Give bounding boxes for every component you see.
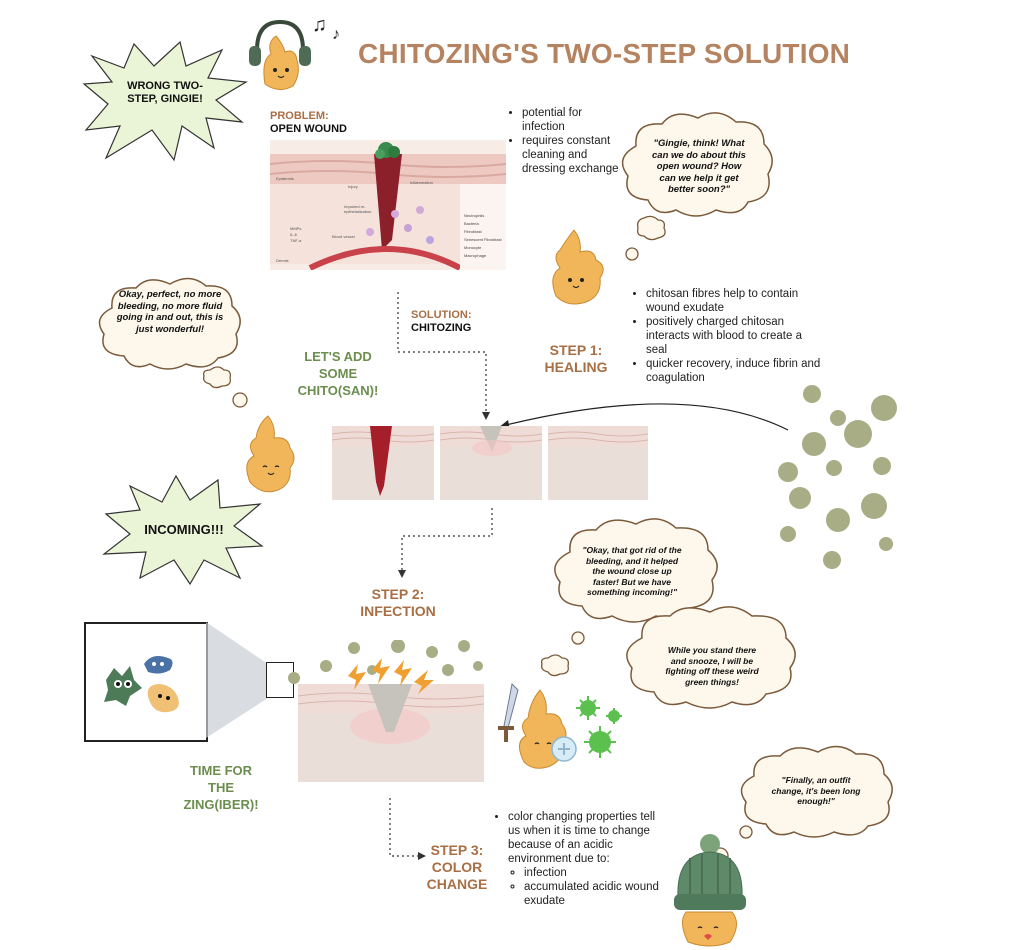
thought-cloud [621, 112, 773, 217]
list-item: accumulated acidic wound exudate [524, 880, 662, 908]
list-item: potential for infection [522, 106, 622, 134]
step3-heading: STEP 3: COLOR CHANGE [426, 842, 488, 892]
chitosan-particles [778, 385, 897, 569]
open-wound-diagram [270, 140, 506, 270]
legend-item: Bacteria [464, 221, 479, 226]
diagram-label: Impaired re-epithelialization [344, 204, 372, 214]
diagram-label: Injury [348, 184, 358, 189]
diagram-label: TNF-a [290, 238, 302, 243]
skin-panel-chitosan [440, 426, 542, 500]
particle [288, 672, 300, 684]
zoom-projection [206, 622, 268, 738]
diagram-legend: Neutrophils Bacteria Fibroblast Senescen… [464, 212, 502, 260]
legend-item: Neutrophils [464, 213, 485, 218]
burst-text-wrong-two-step: WRONG TWO-STEP, GINGIE! [127, 80, 203, 105]
diagram-label: Dermis [276, 258, 289, 263]
list-item: requires constant cleaning and dressing … [522, 134, 622, 176]
dotted-connector [397, 292, 490, 420]
diagram-label: Epidermis [276, 176, 294, 181]
skin-panel-bleeding [332, 426, 434, 500]
speech-burst [102, 474, 264, 586]
speech-burst [82, 40, 248, 162]
diagram-label: IL-6 [290, 232, 297, 237]
legend-item: Senescent Fibroblast [464, 237, 502, 242]
thought-cloud [98, 277, 241, 370]
cloud-text-think: "Gingie, think! What can we do about thi… [652, 138, 746, 195]
problem-label: PROBLEM: [270, 110, 329, 122]
music-note-icon: ♫ [312, 14, 327, 36]
thought-bubble-dots [202, 366, 248, 408]
list-item: positively charged chitosan interacts wi… [646, 315, 826, 357]
bacteria-illustration [104, 656, 179, 713]
music-note-icon: ♪ [332, 26, 340, 43]
list-item: color changing properties tell us when i… [508, 810, 662, 908]
step2-heading: STEP 2: INFECTION [360, 586, 436, 619]
ginger-beanie-mascot-icon [682, 911, 737, 947]
cloud-text-snooze: While you stand there and snooze, I will… [665, 645, 759, 687]
ginger-mascot-icon [249, 19, 311, 90]
dotted-connector [398, 508, 493, 578]
thought-bubble-dots [540, 631, 585, 677]
problem-bullets: potential for infection requires constan… [504, 106, 622, 176]
burst-text-incoming: INCOMING!!! [144, 522, 224, 537]
list-item: infection [524, 866, 662, 880]
lets-add-heading: LET'S ADD SOME CHITO(SAN)! [297, 349, 379, 398]
ginger-mascot-icon [246, 415, 295, 493]
shield-icon [551, 736, 577, 762]
diagram-label: MMPs [290, 226, 302, 231]
problem-value: OPEN WOUND [270, 123, 347, 135]
solution-value: CHITOZING [411, 322, 472, 334]
page-title: CHITOZING'S TWO-STEP SOLUTION [358, 38, 851, 69]
step1-heading: STEP 1: HEALING [544, 342, 608, 375]
thought-cloud [740, 745, 893, 838]
skin-panel-infection [298, 640, 484, 782]
cloud-text-bleeding: "Okay, that got rid of the bleeding, and… [582, 545, 682, 597]
sword-icon [498, 682, 519, 742]
legend-item: Fibroblast [464, 229, 482, 234]
list-item: chitosan fibres help to contain wound ex… [646, 287, 826, 315]
time-for-zing-heading: TIME FOR THE ZING(IBER)! [183, 763, 259, 812]
virus-icon [576, 696, 622, 758]
legend-item: Monocyte [464, 245, 482, 250]
solution-label: SOLUTION: [411, 309, 472, 321]
bacteria-zoom-box [84, 622, 208, 742]
cloud-text-outfit: "Finally, an outfit change, it's been lo… [771, 775, 861, 806]
diagram-label: Inflammation [410, 180, 433, 185]
thought-cloud [626, 606, 796, 709]
step3-bullets: color changing properties tell us when i… [492, 810, 662, 908]
beanie-hat-icon [674, 834, 746, 910]
cloud-text-perfect: Okay, perfect, no more bleeding, no more… [116, 289, 224, 335]
dotted-connector [389, 798, 426, 860]
step1-bullets: chitosan fibres help to contain wound ex… [628, 287, 826, 385]
ginger-mascot-icon [552, 229, 604, 305]
diagram-label: Blood vessel [332, 234, 355, 239]
list-item: quicker recovery, induce fibrin and coag… [646, 357, 826, 385]
thought-bubble-dots [625, 215, 666, 261]
skin-panel-healed [548, 426, 648, 500]
legend-item: Macrophage [464, 253, 487, 258]
